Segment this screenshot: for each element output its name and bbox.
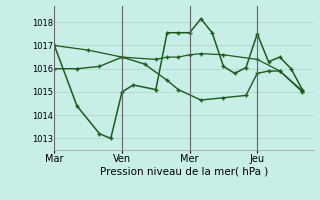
- X-axis label: Pression niveau de la mer( hPa ): Pression niveau de la mer( hPa ): [100, 167, 268, 177]
